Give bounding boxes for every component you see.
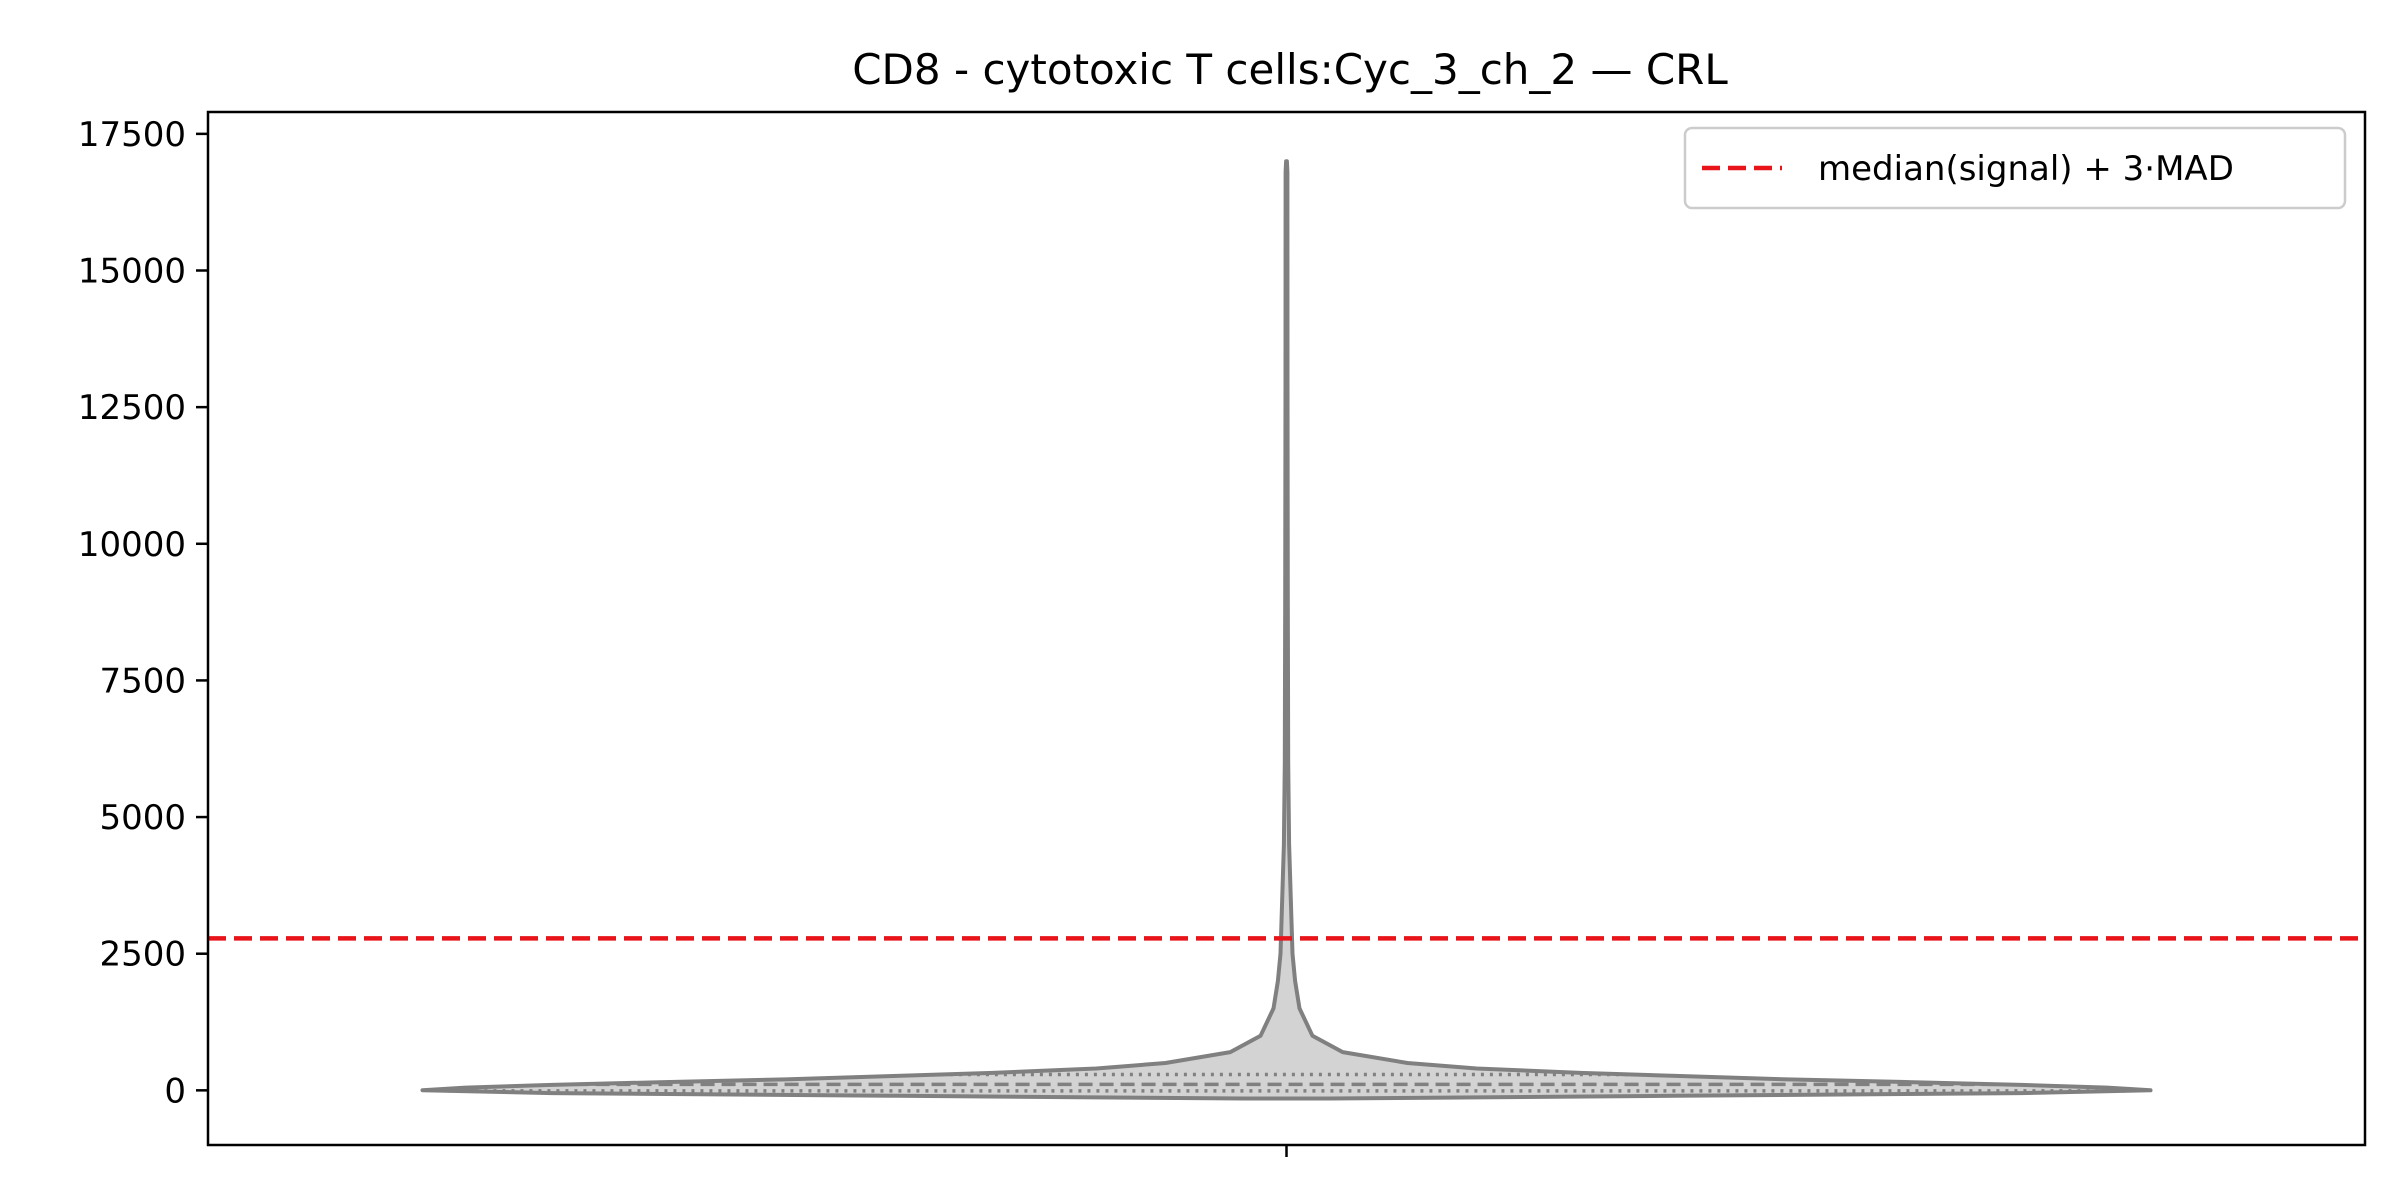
y-tick-label: 12500 — [78, 388, 186, 428]
plot-area — [208, 159, 2365, 1101]
y-tick-label: 17500 — [78, 115, 186, 155]
y-tick-label: 2500 — [99, 935, 186, 975]
violin-body — [420, 159, 2153, 1101]
y-tick-label: 0 — [164, 1071, 186, 1111]
plot-frame — [206, 110, 2367, 1147]
violin-quartiles — [448, 1072, 2125, 1093]
chart-title: CD8 - cytotoxic T cells:Cyc_3_ch_2 — CRL — [852, 45, 1728, 94]
y-tick-label: 7500 — [99, 661, 186, 701]
y-axis: 0 2500 5000 7500 10000 12500 15000 17500 — [78, 115, 208, 1111]
y-tick-label: 15000 — [78, 252, 186, 292]
legend-label: median(signal) + 3·MAD — [1818, 149, 2234, 189]
legend-box — [1683, 126, 2347, 210]
legend: median(signal) + 3·MAD — [1683, 126, 2347, 210]
y-tick-label: 10000 — [78, 525, 186, 565]
y-tick-label: 5000 — [99, 798, 186, 838]
